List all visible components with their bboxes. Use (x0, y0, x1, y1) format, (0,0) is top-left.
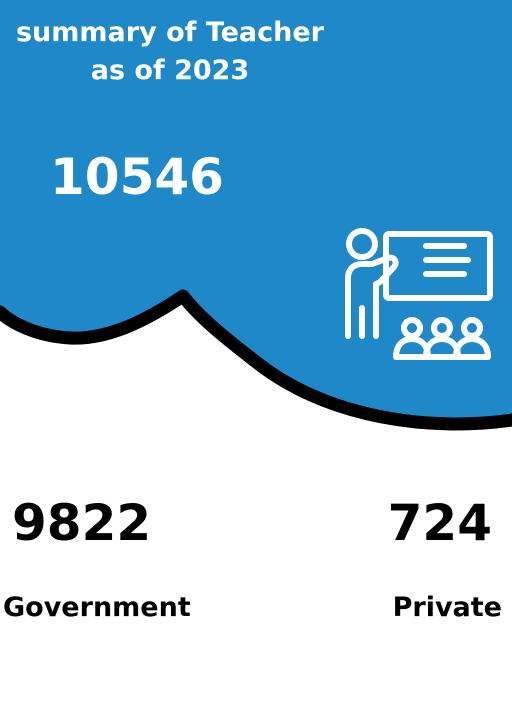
government-teachers-value: 9822 (12, 494, 152, 552)
title-line-1: summary of Teacher (15, 17, 324, 48)
blue-background-shape (0, 0, 512, 431)
private-label: Private (392, 592, 502, 623)
total-teachers-value: 10546 (50, 148, 224, 206)
page-title: summary of Teacher as of 2023 (0, 14, 340, 90)
government-label: Government (3, 592, 191, 623)
teacher-presentation-icon (345, 228, 493, 360)
private-teachers-value: 724 (387, 494, 492, 552)
title-line-2: as of 2023 (90, 55, 250, 86)
